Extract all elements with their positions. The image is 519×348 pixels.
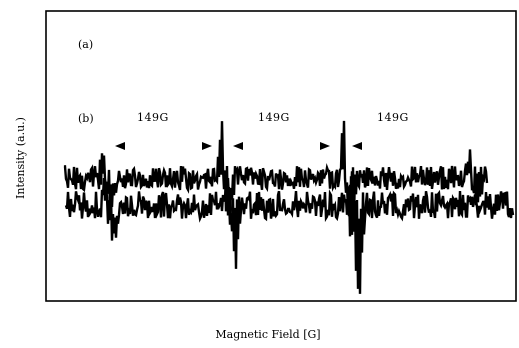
y-axis-label: Intensity (a.u.)	[14, 117, 27, 199]
annotation-spacing-2: 149G	[233, 111, 330, 150]
arrow-left-3	[352, 142, 362, 150]
panel-label-b: (b)	[78, 112, 94, 125]
annotation-spacing-1-label: 149G	[137, 111, 169, 124]
plot-frame	[45, 10, 517, 302]
annotation-spacing-2-label: 149G	[258, 111, 290, 124]
annotation-spacing-1: 149G	[115, 111, 212, 150]
annotation-spacing-3: 149G	[352, 111, 409, 150]
trace-lower	[64, 171, 515, 294]
arrow-left-1	[115, 142, 125, 150]
arrow-left-2	[233, 142, 243, 150]
trace-upper	[63, 120, 489, 237]
arrow-right-2	[320, 142, 330, 150]
arrow-right-1	[202, 142, 212, 150]
panel-label-a: (a)	[78, 38, 93, 51]
annotation-spacing-3-label: 149G	[377, 111, 409, 124]
x-axis-label: Magnetic Field [G]	[215, 328, 320, 341]
